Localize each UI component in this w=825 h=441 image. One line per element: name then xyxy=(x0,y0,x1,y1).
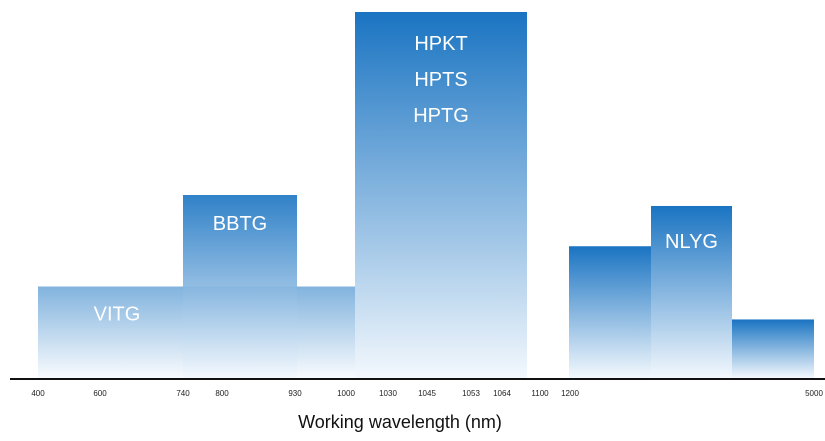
bars-layer xyxy=(38,12,814,378)
bar-labels-layer: VITG BBTG HPKT HPTS HPTG NLYG xyxy=(94,33,718,326)
x-tick-1000: 1000 xyxy=(337,389,355,398)
x-tick-1100: 1100 xyxy=(531,389,549,398)
x-tick-1200: 1200 xyxy=(561,389,579,398)
x-tick-1064: 1064 xyxy=(493,389,511,398)
x-axis-title: Working wavelength (nm) xyxy=(298,412,502,432)
bar-label-bbtg: BBTG xyxy=(213,213,267,235)
x-tick-800: 800 xyxy=(215,389,229,398)
bar-label-hptg: HPTG xyxy=(413,105,469,127)
x-tick-5000: 5000 xyxy=(805,389,823,398)
x-tick-1030: 1030 xyxy=(379,389,397,398)
x-tick-600: 600 xyxy=(93,389,107,398)
bar-bbtg xyxy=(183,195,297,378)
bar-label-nlyg: NLYG xyxy=(665,231,718,253)
bar-hpkt-hpts-hptg xyxy=(355,12,527,378)
x-tick-930: 930 xyxy=(288,389,302,398)
bar-nlyg-3 xyxy=(732,319,814,378)
bar-nlyg-1 xyxy=(569,246,651,378)
bar-nlyg-2 xyxy=(651,205,732,378)
bar-label-hpts: HPTS xyxy=(414,69,467,91)
x-tick-1053: 1053 xyxy=(462,389,480,398)
bar-label-vitg: VITG xyxy=(94,304,141,326)
x-tick-740: 740 xyxy=(176,389,190,398)
bar-label-hpkt: HPKT xyxy=(414,33,467,55)
x-tick-1045: 1045 xyxy=(418,389,436,398)
x-tick-labels: 400 600 740 800 930 1000 1030 1045 1053 1064 1100 1… xyxy=(31,389,823,398)
x-tick-400: 400 xyxy=(31,389,45,398)
